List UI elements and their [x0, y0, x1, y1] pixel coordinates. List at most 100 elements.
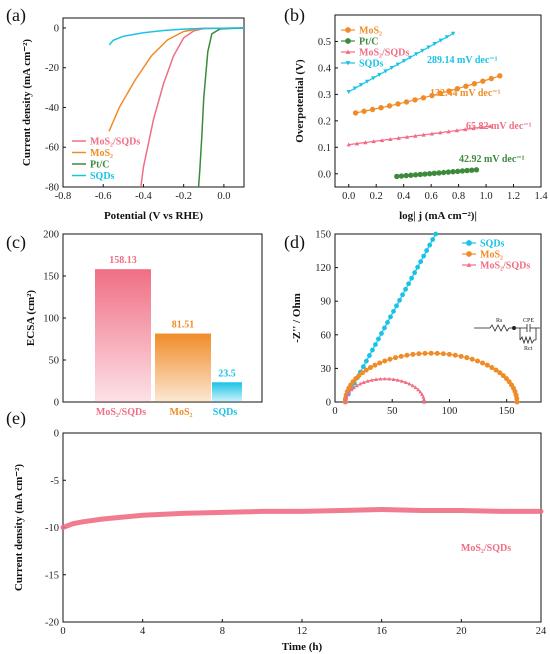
panel-c-ytick-label: 50: [49, 356, 60, 367]
panel-b-point: [426, 45, 431, 50]
panel-d-point: [347, 389, 352, 394]
panel-d-point: [379, 331, 384, 336]
panel-e-xtick-label: 20: [456, 626, 467, 637]
panel-d-point: [400, 292, 405, 298]
panel-d-point: [388, 314, 393, 320]
panel-e-xtick-label: 24: [536, 626, 547, 637]
circuit-rct: [519, 335, 536, 345]
panel-b-point: [394, 173, 400, 180]
panel-c-value-label: 158.13: [109, 255, 137, 266]
panel-d-point: [376, 336, 381, 342]
panel-b-point: [352, 86, 358, 91]
panel-b-point: [408, 172, 414, 178]
panel-b-point: [420, 48, 425, 53]
panel-b-point: [354, 141, 360, 146]
panel-d-frame: [334, 233, 542, 403]
panel-c-ytick-label: 0: [54, 398, 59, 409]
panel-d-point: [378, 376, 383, 381]
panel-b-point: [396, 135, 401, 140]
panel-d-point: [427, 242, 433, 248]
panel-b-point: [426, 170, 433, 177]
panel-d-point: [404, 352, 410, 358]
panel-d-point: [500, 373, 506, 379]
panel-e-frame: [62, 432, 542, 623]
panel-b-point: [487, 123, 493, 128]
panel-b-point: [379, 138, 385, 143]
panel-d-point: [421, 253, 427, 259]
panel-c-axes: 0 50 100 150 200: [43, 230, 263, 409]
panel-b-legend-label: Pt/C: [359, 37, 378, 48]
panel-d-point: [398, 353, 404, 359]
panel-d-point: [377, 360, 383, 366]
panel-d-point: [354, 383, 359, 388]
panel-d-point: [349, 387, 354, 392]
panel-d-point: [416, 387, 421, 392]
panel-d-point: [420, 392, 425, 396]
panel-d-point: [440, 351, 446, 357]
panel-b-point: [445, 169, 452, 175]
panel-d-point: [409, 275, 415, 281]
panel-a-ytick-label: -80: [45, 183, 59, 194]
panel-b-point: [459, 168, 466, 174]
panel-d-point: [382, 358, 388, 364]
panel-b-point: [497, 73, 503, 79]
panel-d-series-line: [344, 378, 425, 403]
panel-c-ytick-label: 100: [43, 314, 59, 325]
panel-b-ytick-label: 0.1: [318, 143, 331, 154]
panel-b-xtick-label: 0.8: [452, 191, 465, 202]
panel-d-legend-label: MoS₂: [480, 250, 503, 261]
panel-a-series-line: [140, 27, 245, 188]
panel-b-point: [412, 172, 419, 178]
panel-d-point: [406, 281, 411, 287]
panel-e-ytick-label: -5: [50, 476, 59, 487]
panel-b-point: [378, 105, 384, 111]
panel-d-point: [385, 320, 390, 325]
panel-a-ytick-label: -40: [45, 103, 59, 114]
panel-b-point: [403, 99, 410, 105]
panel-b-ytick-label: 0.3: [318, 90, 331, 101]
panel-d-point: [422, 400, 427, 404]
panel-b-label: (b): [284, 5, 305, 26]
panel-d-point: [493, 367, 499, 373]
panel-b-legend-label: SQDs: [359, 59, 384, 70]
panel-d-point: [345, 392, 350, 396]
panel-d-circuit-inset: [474, 324, 540, 345]
panel-b-point: [363, 140, 368, 145]
panel-a-ylabel: Current density (mA cm⁻²): [21, 39, 33, 166]
panel-c-bar: [212, 382, 242, 402]
panel-b-xtick-label: 0.0: [342, 191, 355, 202]
panel-b-point: [371, 76, 376, 81]
panel-c-value-label: 23.5: [218, 368, 236, 379]
panel-a-xtick-label: -0.4: [135, 191, 152, 202]
panel-d-point: [387, 376, 392, 381]
panel-d-point: [416, 351, 422, 357]
panel-d-point: [392, 355, 398, 361]
circuit-rs: [489, 324, 510, 332]
panel-b-point: [438, 38, 444, 43]
panel-c-category-label: MoS₂/SQDs: [96, 407, 146, 418]
panel-b-point: [488, 75, 495, 82]
panel-d-point: [484, 362, 490, 368]
panel-b-point: [364, 79, 370, 84]
panel-d-ytick-label: 60: [321, 330, 332, 341]
panel-d-point: [480, 360, 486, 366]
panel-e-xtick-label: 12: [297, 626, 308, 637]
panel-d-point: [415, 264, 421, 270]
panel-b-point: [438, 130, 443, 135]
panel-b-point: [421, 132, 426, 137]
panel-d-point: [514, 399, 520, 405]
panel-d-point: [497, 370, 503, 376]
panel-d-point: [367, 365, 373, 371]
panel-d-ytick-label: 120: [315, 263, 331, 274]
panel-b-ytick-label: 0.4: [318, 63, 332, 74]
panel-b-tafel-label: 132.44 mV dec⁻¹: [430, 88, 501, 99]
panel-b-axes: 0.0 0.2 0.4 0.6 0.8 1.0 1.2 1.4 0.0 0.1 0.2 0.3 0.4 0…: [318, 14, 548, 202]
panel-b-point: [386, 103, 393, 109]
panel-b-point: [420, 95, 427, 101]
panel-d-point: [370, 347, 375, 353]
panel-b-xtick-label: 1.2: [507, 191, 520, 202]
panel-d-point: [369, 378, 374, 382]
panel-d-point: [422, 350, 428, 356]
panel-d-point: [391, 377, 396, 381]
panel-b-point: [403, 172, 409, 179]
